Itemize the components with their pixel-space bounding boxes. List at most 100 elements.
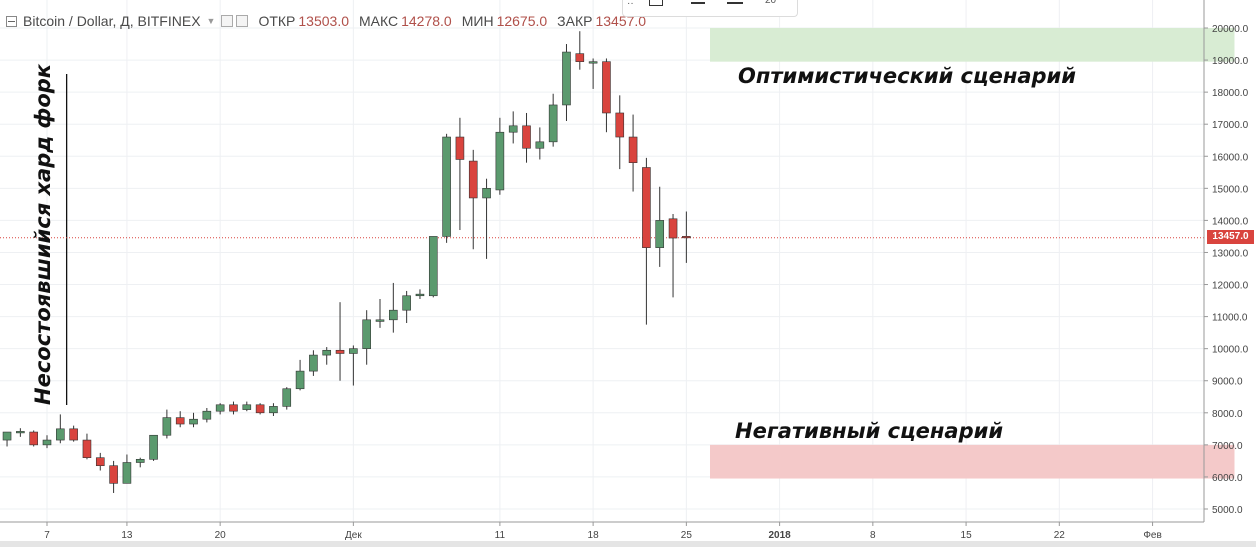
- candle-body: [122, 462, 132, 484]
- candle-body: [428, 236, 438, 297]
- candle-body: [149, 434, 158, 460]
- candle-body: [335, 349, 345, 354]
- candle-body: [16, 431, 25, 434]
- candles: [2, 31, 691, 493]
- y-tick-label: 6000.0: [1212, 473, 1243, 484]
- x-tick-label: Фев: [1143, 530, 1161, 541]
- low-label: МИН: [461, 13, 494, 29]
- y-tick-label: 18000.0: [1212, 88, 1249, 99]
- text-tool-icon[interactable]: [691, 2, 705, 4]
- drag-handle-icon[interactable]: ··: [627, 0, 634, 9]
- candle-body: [615, 112, 625, 138]
- x-tick-label: 13: [121, 530, 133, 541]
- candle-body: [575, 53, 585, 62]
- y-tick-label: 11000.0: [1212, 313, 1248, 324]
- zoom-value[interactable]: 20: [765, 0, 777, 6]
- y-tick-label: 8000.0: [1212, 409, 1243, 420]
- candle-body: [655, 220, 665, 248]
- x-tick-label: 20: [215, 530, 227, 541]
- x-tick-label: 11: [495, 530, 506, 541]
- y-tick-label: 20000.0: [1212, 24, 1249, 35]
- y-tick-label: 10000.0: [1212, 345, 1249, 356]
- candle-body: [29, 431, 38, 446]
- drawing-toolbar: ·· 20: [622, 0, 798, 17]
- scenario-zones: [0, 28, 1235, 479]
- candle-body: [402, 295, 411, 311]
- candle-body: [588, 61, 598, 64]
- optimistic-scenario-label: Оптимистический сценарий: [738, 64, 1076, 88]
- candle-body: [109, 465, 118, 484]
- y-tick-label: 7000.0: [1212, 441, 1243, 452]
- candle-body: [295, 370, 305, 390]
- open-value: 13503.0: [298, 13, 349, 29]
- x-tick-label: 15: [961, 530, 973, 541]
- candle-body: [242, 404, 252, 410]
- candle-body: [255, 404, 265, 414]
- candle-body: [56, 428, 65, 441]
- open-label: ОТКР: [258, 13, 296, 29]
- candle-body: [349, 348, 358, 354]
- negative-zone: [710, 444, 1235, 479]
- negative-scenario-label: Негативный сценарий: [735, 419, 1004, 443]
- high-label: МАКС: [359, 13, 399, 29]
- candle-body: [189, 418, 198, 425]
- visibility-icon[interactable]: [221, 15, 234, 27]
- candle-body: [175, 417, 185, 425]
- close-value: 13457.0: [595, 13, 647, 29]
- y-tick-label: 19000.0: [1212, 56, 1249, 67]
- candle-body: [602, 61, 611, 114]
- chart-header: Bitcoin / Dollar, Д, BITFINEX ▼ ОТКР 135…: [0, 0, 790, 46]
- x-tick-label: 25: [681, 530, 693, 541]
- settings-icon[interactable]: [236, 15, 249, 27]
- close-label: ЗАКР: [557, 13, 593, 29]
- y-tick-label: 16000.0: [1212, 152, 1249, 163]
- candle-body: [135, 458, 145, 463]
- symbol-title[interactable]: Bitcoin / Dollar, Д, BITFINEX: [23, 13, 201, 29]
- x-tick-label: 8: [870, 530, 876, 541]
- candle-body: [642, 167, 651, 248]
- candle-body: [309, 354, 318, 372]
- candle-body: [389, 309, 398, 321]
- candle-body: [495, 131, 505, 191]
- collapse-icon[interactable]: [6, 15, 17, 27]
- rectangle-tool-icon[interactable]: [649, 0, 663, 6]
- candle-body: [322, 349, 332, 356]
- candle-body: [375, 319, 385, 322]
- candle-body: [535, 141, 545, 149]
- candle-body: [42, 439, 52, 446]
- low-value: 12675.0: [496, 13, 548, 29]
- candle-body: [269, 406, 278, 414]
- candle-body: [628, 136, 638, 163]
- candle-body: [69, 428, 78, 441]
- x-tick-label: Дек: [345, 530, 362, 541]
- x-tick-label: 2018: [768, 530, 791, 541]
- y-tick-label: 5000.0: [1212, 505, 1243, 516]
- candle-body: [442, 136, 451, 237]
- candle-body: [455, 136, 465, 160]
- candle-body: [215, 404, 225, 412]
- x-tick-label: 7: [44, 530, 50, 541]
- candle-body: [548, 104, 558, 143]
- candle-body: [682, 236, 691, 239]
- y-tick-label: 9000.0: [1212, 377, 1243, 388]
- candle-body: [282, 388, 292, 407]
- candle-body: [482, 188, 491, 199]
- chevron-down-icon[interactable]: ▼: [206, 16, 216, 26]
- candle-body: [229, 404, 238, 412]
- candle-body: [162, 417, 172, 436]
- last-price-badge: 13457.0: [1207, 230, 1254, 244]
- y-tick-label: 14000.0: [1212, 216, 1249, 227]
- candle-body: [82, 439, 92, 458]
- candle-body: [522, 125, 531, 149]
- y-tick-label: 17000.0: [1212, 120, 1249, 131]
- y-tick-label: 13000.0: [1212, 248, 1249, 259]
- candle-body: [362, 319, 371, 349]
- candle-body: [562, 51, 571, 106]
- x-tick-label: 18: [588, 530, 600, 541]
- optimistic-zone: [710, 28, 1235, 62]
- grid-lines: [0, 0, 1204, 522]
- pencil-tool-icon[interactable]: [727, 2, 743, 4]
- horizontal-scrollbar[interactable]: [0, 541, 1256, 547]
